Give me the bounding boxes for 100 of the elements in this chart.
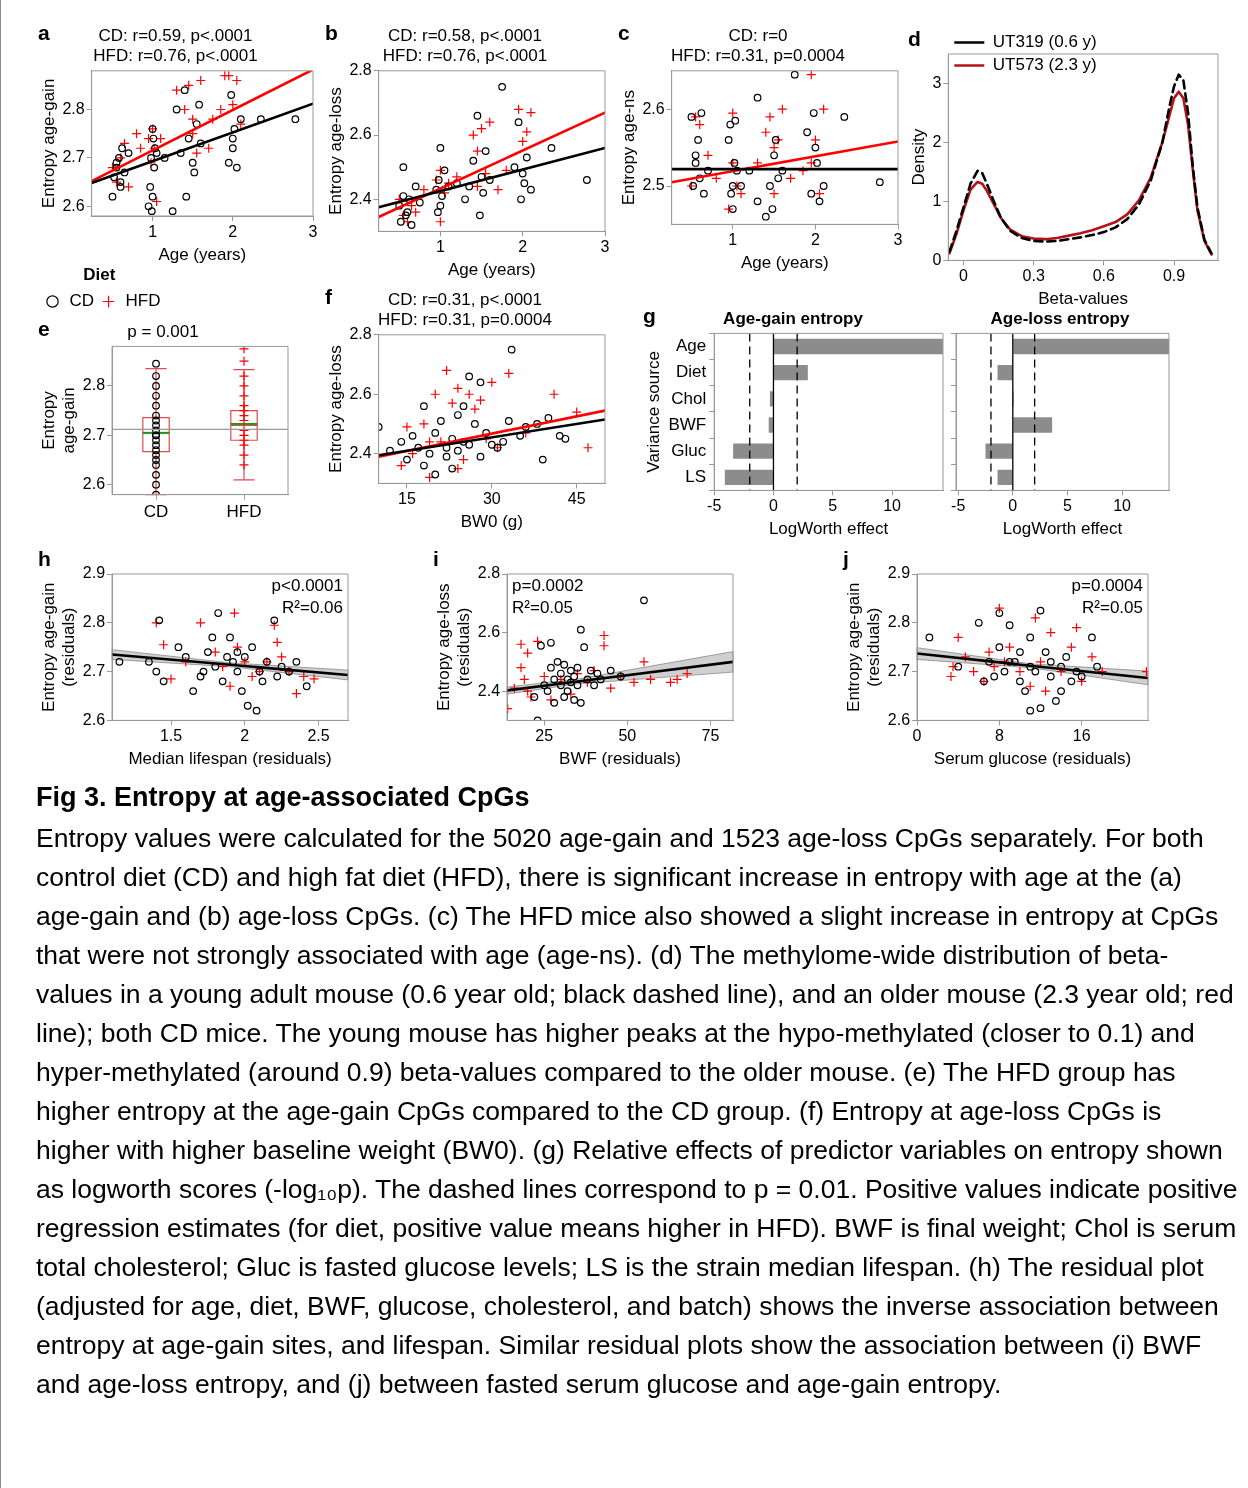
point	[555, 431, 564, 440]
y-axis-title: Entropy age-loss	[325, 345, 345, 473]
point	[695, 174, 704, 183]
point	[408, 431, 417, 440]
point	[176, 149, 185, 157]
point	[308, 673, 320, 685]
point	[233, 648, 242, 656]
y-tick-label: 2.4	[349, 444, 372, 462]
point	[247, 671, 258, 682]
y-tick-label: 2.6	[62, 196, 85, 214]
bar	[1013, 338, 1169, 355]
point	[576, 698, 585, 707]
point	[990, 672, 999, 681]
x-tick-label: 75	[701, 727, 720, 745]
point	[189, 687, 198, 696]
point	[726, 120, 735, 129]
point	[226, 633, 234, 642]
point	[459, 402, 468, 411]
x-axis-title: BW0 (g)	[460, 512, 523, 532]
chart-title: CD: r=0	[728, 25, 788, 45]
point	[498, 82, 507, 91]
point	[485, 176, 494, 184]
point	[160, 154, 169, 162]
text: i	[433, 547, 439, 571]
point	[465, 372, 474, 381]
point	[533, 420, 541, 428]
point	[237, 687, 246, 696]
point	[570, 696, 579, 704]
y-tick-label: 2.6	[82, 475, 106, 493]
point	[452, 463, 463, 474]
point	[182, 192, 191, 201]
y-axis-title: Entropy age-loss	[325, 87, 345, 215]
x-tick-label: 3	[600, 238, 610, 256]
point	[1014, 666, 1026, 677]
point	[223, 653, 231, 661]
point	[148, 192, 157, 201]
x-tick-label: 0.6	[1092, 267, 1116, 285]
point	[436, 143, 445, 152]
point	[728, 182, 737, 190]
point	[553, 657, 562, 666]
point	[420, 402, 428, 411]
point	[1052, 696, 1060, 705]
point	[803, 128, 812, 137]
point	[481, 147, 490, 155]
point	[118, 144, 127, 153]
point	[112, 163, 121, 172]
point	[517, 195, 525, 204]
point	[152, 149, 161, 157]
point	[418, 418, 430, 430]
text: g	[643, 304, 656, 328]
point	[819, 182, 828, 190]
point	[521, 423, 530, 431]
point	[761, 212, 770, 221]
bar	[985, 443, 1013, 459]
y-tick-label: 2.7	[887, 662, 911, 680]
point	[174, 643, 183, 652]
point	[487, 440, 496, 449]
point	[150, 163, 159, 172]
point	[165, 673, 177, 685]
point	[396, 217, 405, 226]
point	[1057, 662, 1065, 671]
point	[431, 428, 440, 437]
point	[407, 221, 416, 229]
point	[115, 657, 124, 666]
point	[188, 158, 197, 167]
x-tick-label: 1	[148, 223, 158, 241]
chart-title: Age-loss entropy	[990, 308, 1130, 328]
point	[168, 207, 177, 216]
x-tick-label: 1	[728, 231, 738, 249]
point	[208, 633, 217, 642]
y-tick-label: 2.6	[349, 125, 372, 143]
y-tick-label: 2.7	[82, 425, 106, 443]
point	[224, 681, 236, 692]
x-tick-label: 10	[883, 497, 902, 515]
point	[432, 185, 441, 194]
point	[954, 662, 963, 671]
point	[582, 442, 594, 453]
annotation: R²=0.06	[282, 598, 343, 618]
x-tick-label: 0	[1008, 497, 1018, 515]
point	[733, 166, 741, 175]
y-tick-label: 2.9	[82, 564, 106, 582]
point	[753, 93, 762, 102]
bar	[1013, 417, 1053, 433]
y-tick-label: 2.4	[477, 681, 501, 699]
y-tick-label: 2.8	[349, 325, 372, 343]
x-tick-label: 1	[435, 238, 445, 256]
x-tick-label: 45	[567, 490, 586, 508]
point	[945, 671, 957, 682]
point	[224, 158, 233, 167]
point	[515, 639, 527, 650]
point	[291, 115, 300, 124]
y-tick-label: LS	[685, 467, 707, 486]
point	[256, 115, 265, 124]
point	[144, 202, 153, 211]
point	[190, 168, 199, 177]
point	[411, 182, 420, 191]
point	[159, 677, 168, 686]
point	[504, 417, 513, 425]
point	[628, 677, 640, 688]
point	[123, 181, 134, 193]
